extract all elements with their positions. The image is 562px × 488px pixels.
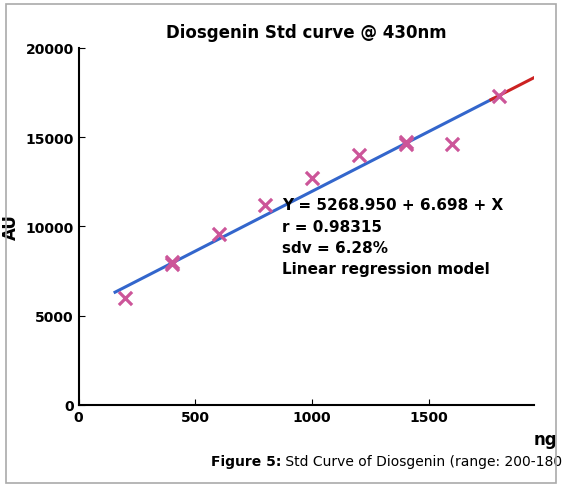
Title: Diosgenin Std curve @ 430nm: Diosgenin Std curve @ 430nm bbox=[166, 24, 447, 41]
Point bbox=[448, 141, 457, 149]
Text: Std Curve of Diosgenin (range: 200-1800 ng).: Std Curve of Diosgenin (range: 200-1800 … bbox=[0, 487, 1, 488]
Text: Figure 5:: Figure 5: bbox=[0, 487, 1, 488]
Point bbox=[167, 261, 176, 268]
Text: r = 0.98315: r = 0.98315 bbox=[282, 219, 382, 234]
Text: Figure 5:: Figure 5: bbox=[211, 454, 281, 468]
Point bbox=[307, 175, 316, 183]
Point bbox=[214, 230, 223, 238]
Point bbox=[401, 141, 410, 149]
Y-axis label: AU: AU bbox=[2, 214, 20, 240]
Point bbox=[121, 294, 130, 302]
Text: ng: ng bbox=[534, 430, 558, 448]
Text: Std Curve of Diosgenin (range: 200-1800 ng).: Std Curve of Diosgenin (range: 200-1800 … bbox=[281, 454, 562, 468]
Point bbox=[354, 152, 363, 160]
Point bbox=[401, 139, 410, 147]
Text: Y = 5268.950 + 6.698 + X: Y = 5268.950 + 6.698 + X bbox=[282, 198, 503, 213]
Point bbox=[167, 259, 176, 266]
Text: Linear regression model: Linear regression model bbox=[282, 262, 490, 277]
Point bbox=[261, 202, 270, 209]
Text: sdv = 6.28%: sdv = 6.28% bbox=[282, 241, 388, 255]
Point bbox=[495, 93, 504, 101]
